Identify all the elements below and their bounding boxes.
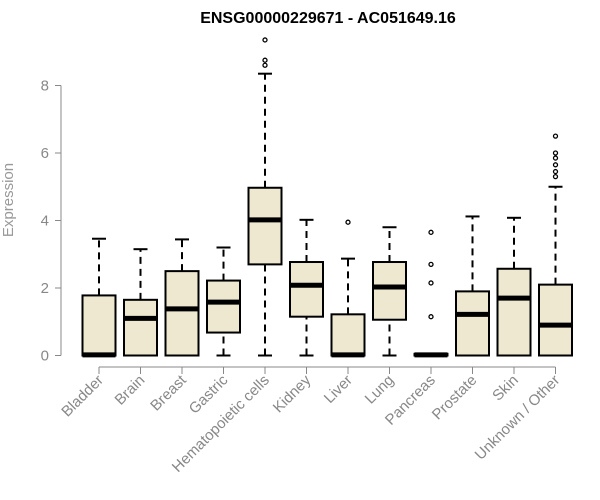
y-tick-label: 4 [41, 213, 49, 230]
outlier-point [552, 162, 559, 168]
y-tick-label: 2 [41, 280, 49, 297]
box-group [330, 219, 366, 358]
outlier-point [428, 229, 434, 235]
x-tick-label: Breast [147, 371, 190, 414]
x-tick-label: Skin [489, 372, 522, 405]
x-tick-label: Liver [321, 372, 356, 407]
y-axis-label: Expression [0, 163, 17, 237]
boxes [81, 37, 573, 358]
outlier-point [552, 155, 559, 161]
y-ticks: 0 2 4 6 8 [41, 78, 61, 365]
x-tick-label: Lung [362, 372, 398, 408]
box-iqr [455, 290, 490, 357]
box-iqr [289, 261, 324, 318]
box-group [496, 216, 532, 357]
x-tick-label: Prostate [429, 372, 481, 424]
y-tick-label: 6 [41, 145, 49, 162]
outlier-point [345, 219, 351, 225]
outlier-point [262, 37, 268, 43]
box-group [538, 133, 573, 357]
box-iqr [538, 283, 573, 357]
box-group [372, 226, 407, 357]
outlier-point [428, 261, 434, 268]
box-iqr [496, 267, 532, 357]
box-iqr [206, 279, 241, 334]
box-iqr [123, 298, 158, 357]
outlier-point [262, 62, 268, 68]
x-tick-label: Brain [112, 372, 149, 409]
box-iqr [164, 270, 200, 357]
box-iqr [81, 294, 117, 357]
y-axis: 0 2 4 6 8 [41, 78, 62, 365]
outlier-point [552, 150, 559, 156]
outlier-point [262, 57, 268, 63]
box-group [206, 246, 241, 357]
box-group [81, 237, 117, 358]
outlier-point [552, 133, 559, 139]
box-iqr [247, 186, 283, 266]
outlier-point [428, 280, 434, 286]
box-group [289, 218, 324, 357]
box-iqr [372, 261, 407, 321]
outlier-point [552, 168, 559, 175]
y-tick-label: 0 [41, 348, 49, 365]
box-iqr [330, 313, 366, 357]
box-group [455, 215, 490, 357]
box-group [123, 248, 158, 357]
outlier-point [428, 314, 434, 320]
box-group [164, 238, 200, 357]
x-tick-label: Bladder [58, 372, 107, 421]
chart-title: ENSG00000229671 - AC051649.16 [200, 10, 456, 27]
box-group [247, 37, 283, 357]
box-group [413, 229, 449, 358]
outlier-point [552, 173, 559, 180]
y-tick-label: 8 [41, 78, 49, 95]
x-tick-label: Kidney [270, 371, 315, 416]
